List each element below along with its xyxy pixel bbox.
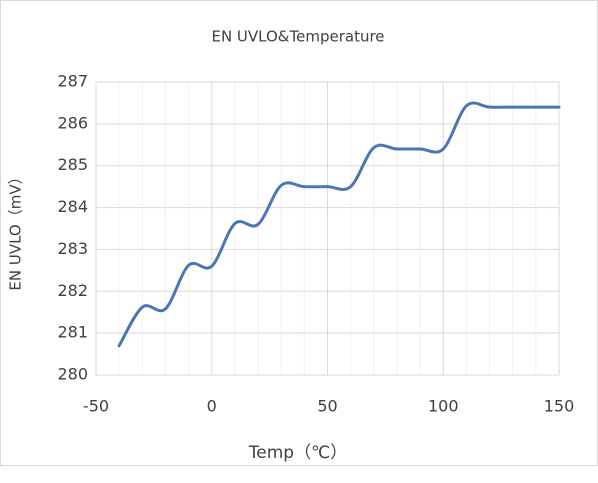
x-tick-label: 50 xyxy=(317,397,337,416)
y-tick-label: 286 xyxy=(57,113,88,132)
data-line xyxy=(117,101,561,348)
y-tick-label: 282 xyxy=(57,281,88,300)
y-tick-label: 281 xyxy=(57,323,88,342)
x-tick-label: 150 xyxy=(544,397,575,416)
y-tick-label: 287 xyxy=(57,72,88,91)
chart-title: EN UVLO&Temperature xyxy=(211,28,384,46)
x-tick-label: -50 xyxy=(83,397,109,416)
y-axis-label: EN UVLO（mV） xyxy=(7,169,25,290)
y-tick-label: 284 xyxy=(57,197,88,216)
y-tick-label: 280 xyxy=(57,365,88,384)
x-tick-label: 0 xyxy=(207,397,217,416)
chart-border xyxy=(0,0,598,466)
y-tick-label: 283 xyxy=(57,239,88,258)
x-tick-label: 100 xyxy=(428,397,459,416)
x-axis-label: Temp（℃） xyxy=(248,443,347,463)
y-tick-label: 285 xyxy=(57,155,88,174)
